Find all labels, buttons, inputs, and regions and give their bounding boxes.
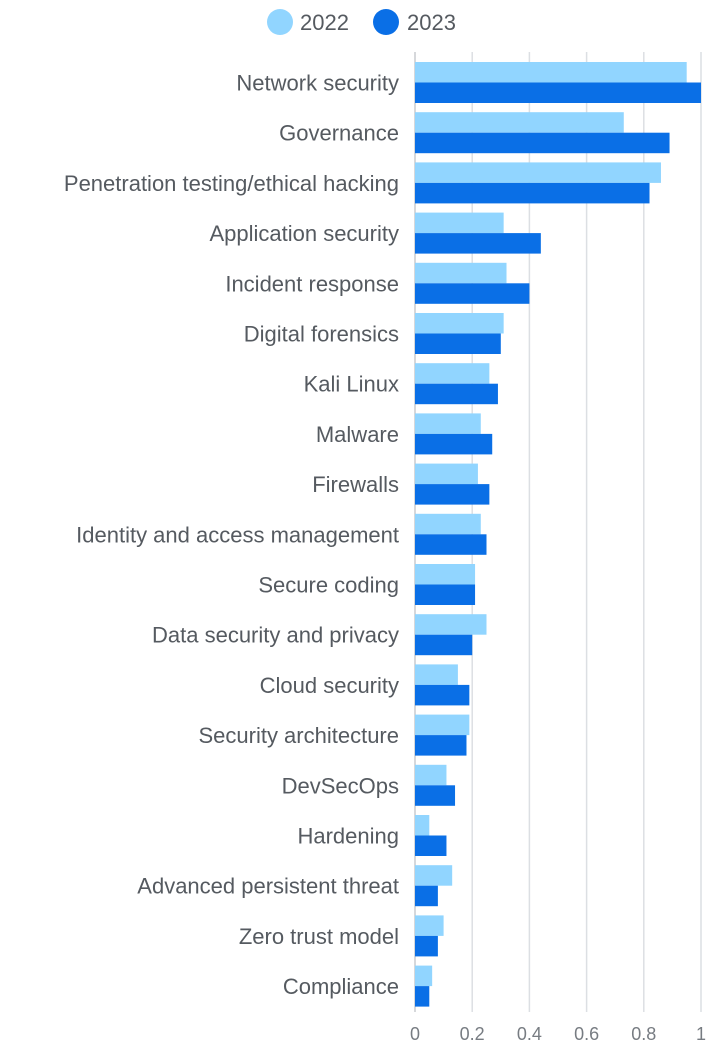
x-axis-tick-labels: 0 0.2 0.4 0.6 0.8 1 xyxy=(410,1024,706,1044)
bar-2023-13 xyxy=(415,735,467,756)
category-labels: Network security Governance Penetration te… xyxy=(64,71,399,1000)
bar-2023-5 xyxy=(415,333,501,354)
bar-2023-16 xyxy=(415,885,438,907)
bar-2022-17 xyxy=(415,915,444,936)
category-label: Digital forensics xyxy=(244,322,399,347)
bar-2023-14 xyxy=(415,785,456,806)
legend-swatch-2023 xyxy=(373,9,399,35)
bar-2023-12 xyxy=(415,684,470,706)
bar-2023-15 xyxy=(415,835,447,856)
category-label: Secure coding xyxy=(258,573,399,598)
category-label: Application security xyxy=(209,221,399,246)
category-label: Governance xyxy=(279,121,399,146)
bar-2023-11 xyxy=(415,634,473,656)
bar-2022-12 xyxy=(415,664,458,685)
bar-2022-8 xyxy=(415,463,478,485)
bar-2023-3 xyxy=(415,233,541,254)
bar-2023-6 xyxy=(415,383,498,405)
x-tick-label: 0.4 xyxy=(517,1024,542,1044)
category-label: Malware xyxy=(316,422,399,447)
category-label: Cloud security xyxy=(260,673,399,698)
bars xyxy=(415,62,701,1007)
category-label: Kali Linux xyxy=(304,372,399,397)
bar-2022-2 xyxy=(415,162,661,183)
legend-label-2023: 2023 xyxy=(407,10,456,35)
x-tick-label: 0 xyxy=(410,1024,420,1044)
bar-2022-0 xyxy=(415,62,687,83)
category-label: Data security and privacy xyxy=(152,623,399,648)
category-label: Incident response xyxy=(225,271,399,296)
bar-2023-0 xyxy=(415,82,701,103)
category-label: Firewalls xyxy=(312,472,399,497)
bar-2022-14 xyxy=(415,764,447,786)
bar-2022-11 xyxy=(415,614,487,635)
category-label: Security architecture xyxy=(198,723,399,748)
x-tick-label: 0.2 xyxy=(460,1024,485,1044)
category-label: Identity and access management xyxy=(76,522,399,547)
bar-2023-7 xyxy=(415,433,493,455)
x-tick-label: 1 xyxy=(696,1024,706,1044)
x-tick-label: 0.8 xyxy=(631,1024,656,1044)
bar-2022-6 xyxy=(415,363,490,384)
legend: 2022 2023 xyxy=(267,9,456,35)
legend-label-2022: 2022 xyxy=(300,10,349,35)
category-label: Hardening xyxy=(297,824,399,849)
bar-2022-13 xyxy=(415,714,470,736)
bar-2023-10 xyxy=(415,584,476,605)
category-label: Penetration testing/ethical hacking xyxy=(64,171,399,196)
bar-2022-15 xyxy=(415,815,430,836)
x-tick-label: 0.6 xyxy=(574,1024,599,1044)
bar-2023-9 xyxy=(415,534,487,555)
bar-2023-4 xyxy=(415,283,530,304)
category-label: Zero trust model xyxy=(239,924,399,949)
bar-2023-17 xyxy=(415,935,438,957)
bar-2023-8 xyxy=(415,484,490,505)
bar-2022-10 xyxy=(415,564,476,585)
bar-2022-3 xyxy=(415,212,504,234)
bar-2023-2 xyxy=(415,182,650,204)
bar-2022-9 xyxy=(415,513,481,535)
bar-2023-1 xyxy=(415,132,670,154)
bar-2022-4 xyxy=(415,262,507,284)
category-label: Network security xyxy=(236,71,399,96)
bar-2023-18 xyxy=(415,986,430,1007)
bar-2022-7 xyxy=(415,413,481,434)
bar-2022-5 xyxy=(415,313,504,334)
bar-2022-18 xyxy=(415,965,433,987)
category-label: Compliance xyxy=(283,974,399,999)
category-label: DevSecOps xyxy=(282,773,399,798)
bar-2022-16 xyxy=(415,865,453,886)
bar-2022-1 xyxy=(415,112,624,133)
legend-swatch-2022 xyxy=(267,9,293,35)
category-label: Advanced persistent threat xyxy=(137,874,399,899)
